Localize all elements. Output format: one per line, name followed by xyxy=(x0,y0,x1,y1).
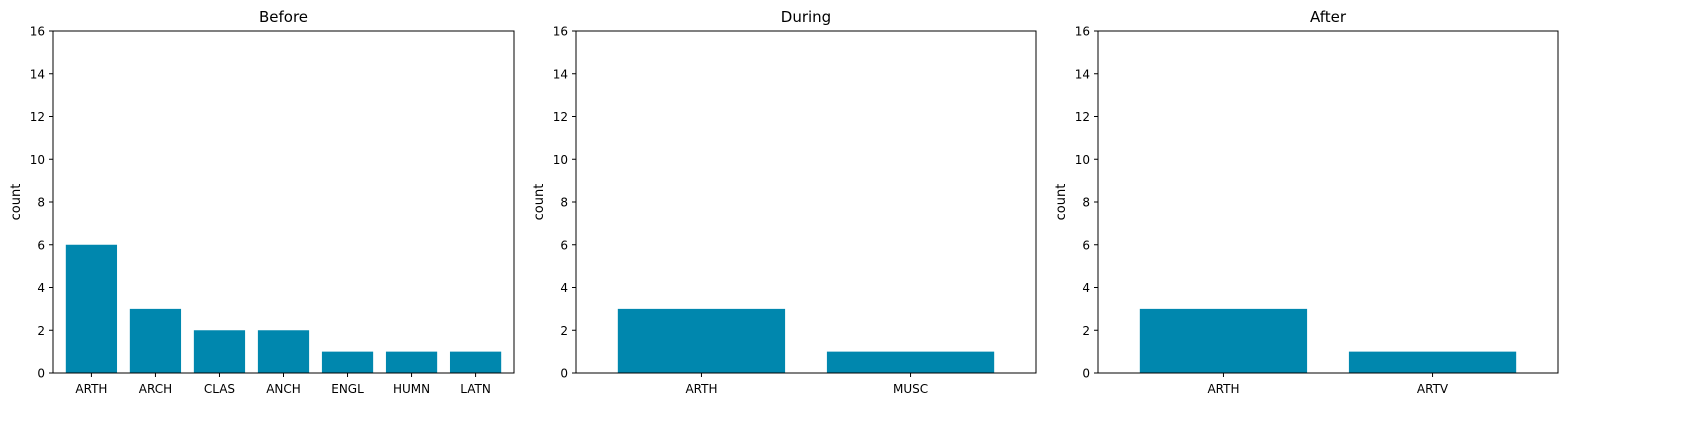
bar-artv xyxy=(1348,351,1517,374)
bar-humn xyxy=(385,351,438,374)
chart-panel-1: ARTH MUSC 0 2 4 6 8 10 12 14 16 During count xyxy=(532,8,1037,396)
y-tick-label: 14 xyxy=(1075,67,1090,81)
y-tick-label: 12 xyxy=(30,110,45,124)
y-axis-label: count xyxy=(9,184,24,221)
x-tick-label: ENGL xyxy=(331,382,364,396)
axes-frame xyxy=(575,30,1037,374)
x-tick-label: ANCH xyxy=(266,382,301,396)
y-tick-label: 4 xyxy=(37,281,45,295)
bar-arth xyxy=(617,308,786,374)
y-tick-label: 8 xyxy=(1082,196,1090,210)
y-tick-label: 2 xyxy=(1082,324,1090,338)
chart-title: During xyxy=(781,8,831,26)
y-tick-label: 10 xyxy=(1075,153,1090,167)
y-tick-label: 16 xyxy=(1075,25,1090,39)
chart-panel-2: ARTH ARTV 0 2 4 6 8 10 12 14 16 After count xyxy=(1054,8,1559,396)
y-tick-label: 14 xyxy=(30,67,45,81)
y-tick-label: 10 xyxy=(30,153,45,167)
y-tick-label: 4 xyxy=(1082,281,1090,295)
x-tick-label: ARTH xyxy=(1207,382,1239,396)
y-tick-label: 14 xyxy=(553,67,568,81)
chart-panel-0: ARTH ARCH CLAS ANCH ENGL HUMN LATN 0 2 4 6 8 10 12 14 1… xyxy=(9,8,515,396)
x-tick-label: ARTH xyxy=(75,382,107,396)
bar-engl xyxy=(321,351,374,374)
axes-frame xyxy=(1097,30,1559,374)
bar-arch xyxy=(129,308,182,374)
chart-title: Before xyxy=(259,8,308,26)
y-tick-label: 2 xyxy=(37,324,45,338)
bar-clas xyxy=(193,330,246,373)
y-tick-label: 16 xyxy=(30,25,45,39)
y-tick-label: 8 xyxy=(560,196,568,210)
x-tick-label: MUSC xyxy=(893,382,928,396)
axes-frame xyxy=(52,30,515,374)
bar-arth xyxy=(1139,308,1308,374)
x-tick-label: CLAS xyxy=(204,382,235,396)
x-tick-label: LATN xyxy=(460,382,491,396)
x-tick-label: ARCH xyxy=(139,382,172,396)
x-tick-label: ARTV xyxy=(1417,382,1449,396)
y-tick-label: 0 xyxy=(1082,367,1090,381)
bar-musc xyxy=(826,351,995,374)
y-tick-label: 16 xyxy=(553,25,568,39)
y-tick-label: 10 xyxy=(553,153,568,167)
bar-anch xyxy=(257,330,310,373)
bar-latn xyxy=(449,351,502,374)
y-tick-label: 6 xyxy=(37,238,45,252)
y-tick-label: 6 xyxy=(1082,238,1090,252)
y-tick-label: 0 xyxy=(560,367,568,381)
y-tick-label: 0 xyxy=(37,367,45,381)
y-tick-label: 2 xyxy=(560,324,568,338)
y-axis-label: count xyxy=(532,184,547,221)
x-tick-label: HUMN xyxy=(393,382,430,396)
y-tick-label: 12 xyxy=(553,110,568,124)
y-tick-label: 4 xyxy=(560,281,568,295)
y-tick-label: 12 xyxy=(1075,110,1090,124)
y-tick-label: 8 xyxy=(37,196,45,210)
y-tick-label: 6 xyxy=(560,238,568,252)
x-tick-label: ARTH xyxy=(685,382,717,396)
chart-title: After xyxy=(1310,8,1347,26)
y-axis-label: count xyxy=(1054,184,1069,221)
bar-arth xyxy=(65,244,118,373)
